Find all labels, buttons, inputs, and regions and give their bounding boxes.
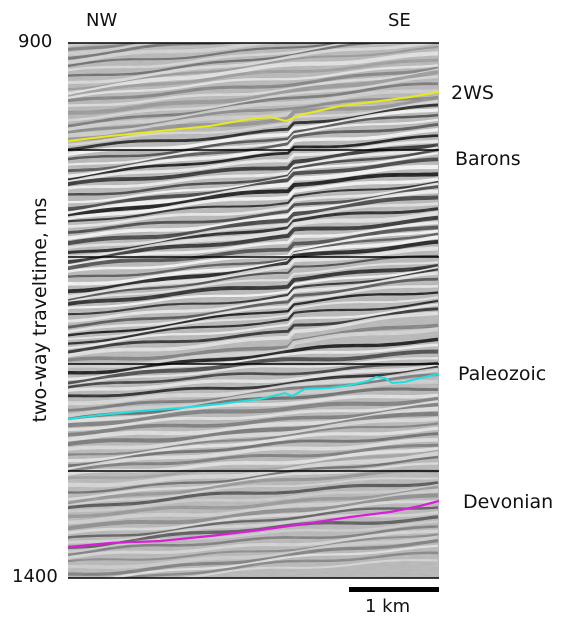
y-axis-title: two-way traveltime, ms xyxy=(29,197,51,423)
horizon-line-2ws xyxy=(68,91,439,142)
direction-label-nw: NW xyxy=(86,10,118,31)
horizon-line-paleozoic xyxy=(68,373,439,420)
scale-bar xyxy=(349,587,439,592)
horizon-line-devonian xyxy=(68,499,439,549)
horizon-label-devonian: Devonian xyxy=(463,491,554,513)
y-tick-top: 900 xyxy=(18,31,53,52)
horizon-label-2ws: 2WS xyxy=(451,82,494,104)
horizon-label-barons: Barons xyxy=(455,148,521,170)
horizon-lines xyxy=(68,91,439,549)
horizon-label-paleozoic: Paleozoic xyxy=(458,363,547,385)
time-gridlines xyxy=(68,42,439,579)
scale-bar-label: 1 km xyxy=(365,596,411,617)
y-tick-bottom: 1400 xyxy=(12,566,58,587)
direction-label-se: SE xyxy=(388,10,411,31)
